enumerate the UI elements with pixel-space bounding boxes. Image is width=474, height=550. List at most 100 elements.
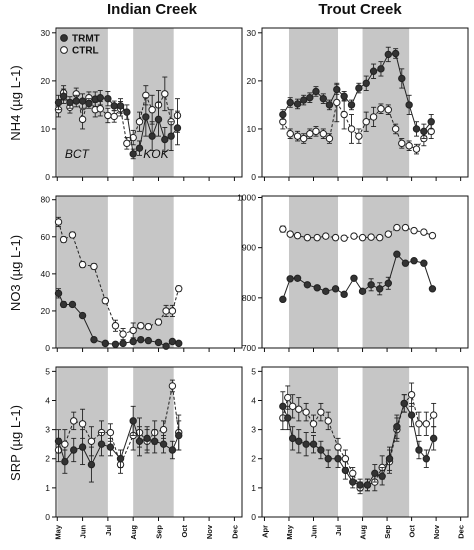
plot-frame (261, 195, 469, 349)
data-point-ctrl (415, 420, 423, 428)
data-point-trmt (144, 336, 153, 345)
data-point-ctrl (334, 443, 342, 451)
data-point-trmt (173, 124, 182, 132)
y-tick-label: 60 (41, 232, 51, 242)
x-tick-label: Oct (408, 525, 417, 538)
y-axis-label: NH4 (µg L-1) (8, 65, 23, 140)
data-point-ctrl (340, 110, 348, 119)
data-point-trmt (312, 87, 320, 96)
data-point-trmt (334, 455, 342, 463)
y-tick-label: 0 (45, 172, 50, 182)
data-point-ctrl (391, 125, 400, 133)
y-tick-label: 1 (45, 483, 50, 493)
data-point-trmt (137, 335, 145, 344)
data-point-trmt (299, 96, 308, 104)
data-point-ctrl (340, 234, 348, 242)
y-tick-label: 2 (251, 454, 256, 464)
data-point-ctrl (135, 118, 144, 126)
data-point-ctrl (412, 145, 421, 153)
panel-no3-indian: 0 20 40 60 80 NO3 (µg L-1) (8, 195, 243, 353)
data-point-ctrl (325, 134, 334, 143)
y-tick-label: 30 (247, 28, 257, 38)
data-point-trmt (378, 472, 386, 480)
legend-marker-ctrl (60, 46, 68, 54)
data-point-trmt (154, 115, 163, 124)
data-point-ctrl (367, 233, 375, 241)
y-tick-label: 900 (242, 243, 256, 253)
data-point-trmt (401, 259, 410, 267)
data-point-ctrl (78, 260, 87, 269)
data-point-trmt (59, 300, 68, 309)
x-tick-label: Nov (432, 524, 441, 539)
data-point-ctrl (401, 223, 410, 232)
data-point-trmt (422, 455, 431, 463)
data-point-trmt (78, 311, 87, 320)
data-point-trmt (362, 79, 370, 87)
data-point-trmt (303, 281, 312, 289)
data-point-trmt (59, 92, 68, 100)
data-point-trmt (400, 399, 408, 408)
y-tick-label: 4 (251, 395, 256, 405)
data-point-trmt (295, 437, 303, 445)
x-tick-label: Sep (383, 525, 392, 539)
data-point-ctrl (96, 105, 104, 113)
data-point-ctrl (362, 118, 370, 126)
y-tick-label: 20 (41, 76, 51, 86)
y-tick-label: 0 (251, 512, 256, 522)
data-point-trmt (54, 98, 63, 107)
data-point-ctrl (111, 322, 120, 330)
data-point-ctrl (175, 284, 183, 293)
y-tick-label: 10 (247, 124, 257, 134)
data-point-ctrl (319, 130, 328, 138)
data-point-ctrl (331, 233, 340, 242)
y-tick-label: 40 (41, 269, 51, 279)
data-point-ctrl (104, 111, 112, 120)
x-tick-label: Jul (334, 525, 343, 536)
data-point-trmt (331, 285, 340, 293)
data-point-ctrl (377, 105, 385, 113)
data-point-trmt (78, 443, 87, 451)
data-point-trmt (135, 437, 144, 445)
x-tick-label: Dec (230, 525, 239, 539)
y-axis-label: NO3 (µg L-1) (8, 235, 23, 311)
data-point-ctrl (87, 437, 96, 445)
legend-label-ctrl: CTRL (72, 46, 99, 57)
data-point-ctrl (317, 408, 325, 416)
data-point-trmt (319, 94, 328, 103)
data-point-trmt (377, 65, 385, 73)
data-point-trmt (355, 84, 363, 92)
panel-nh4-trout: 0 10 20 30 (247, 27, 469, 182)
treatment-period-shading (362, 367, 410, 517)
data-point-ctrl (68, 231, 77, 239)
data-point-ctrl (303, 233, 312, 242)
y-tick-label: 1 (251, 483, 256, 493)
x-tick-label: May (285, 524, 294, 539)
data-point-trmt (167, 132, 175, 140)
period-label: BCT (65, 147, 91, 161)
data-point-trmt (288, 434, 297, 443)
data-point-trmt (385, 455, 394, 463)
x-tick-label: Aug (359, 525, 368, 540)
data-point-ctrl (295, 405, 303, 413)
data-point-trmt (159, 440, 168, 448)
y-tick-label: 20 (41, 306, 51, 316)
data-point-trmt (369, 67, 378, 75)
data-point-trmt (154, 338, 163, 347)
data-point-ctrl (358, 233, 367, 242)
data-point-ctrl (61, 440, 69, 448)
y-tick-label: 5 (45, 366, 50, 376)
data-point-trmt (415, 446, 423, 454)
data-point-ctrl (313, 233, 321, 242)
x-tick-label: Sep (154, 525, 163, 539)
data-point-trmt (279, 110, 287, 119)
data-point-ctrl (129, 133, 137, 142)
y-tick-label: 10 (41, 124, 51, 134)
data-point-trmt (384, 279, 392, 287)
data-point-ctrl (428, 231, 437, 240)
data-point-ctrl (306, 130, 314, 138)
data-point-ctrl (286, 130, 294, 138)
data-point-trmt (168, 446, 177, 454)
data-point-ctrl (144, 322, 153, 331)
panel-srp-trout: 0 1 2 3 4 5 Apr May Jun Jul Aug Sep Oct Nov Dec (251, 366, 469, 540)
data-point-ctrl (324, 417, 332, 425)
